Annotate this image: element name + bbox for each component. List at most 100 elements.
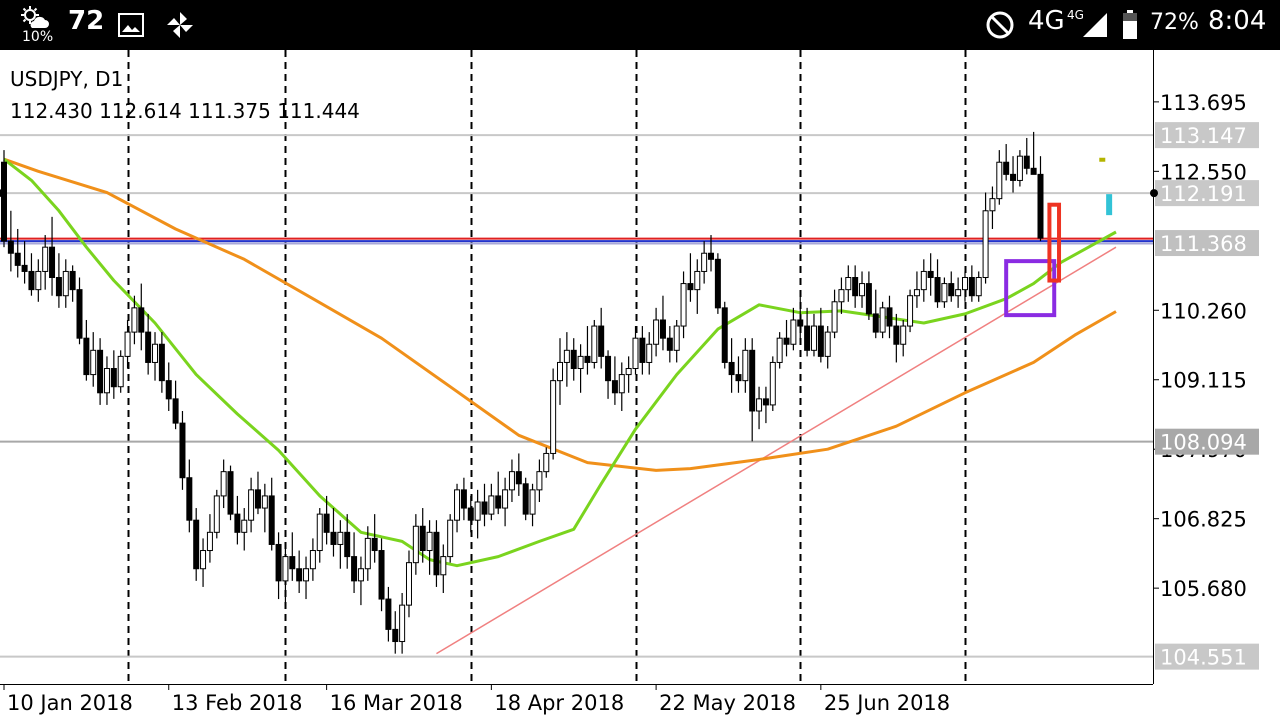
annotation-box[interactable] <box>1004 259 1057 318</box>
candle-body <box>941 283 948 303</box>
candle-body <box>241 519 248 533</box>
do-not-disturb-icon <box>986 11 1014 39</box>
trendline-segment[interactable] <box>436 246 1117 655</box>
candle-body <box>7 240 14 254</box>
network-type: 4G <box>1028 6 1065 36</box>
candle-body <box>611 380 618 394</box>
candle-body <box>1016 155 1023 181</box>
candle-body <box>1037 173 1044 239</box>
candle-body <box>69 270 76 291</box>
candle-body <box>515 471 522 485</box>
candle-body <box>948 283 955 297</box>
candle-body <box>158 343 165 382</box>
candle-body <box>323 513 330 533</box>
candle-body <box>351 556 358 582</box>
candle-body <box>248 489 255 521</box>
candle-body <box>756 398 763 412</box>
x-axis: 10 Jan 2018 13 Feb 2018 16 Mar 2018 18 Apr … <box>3 684 950 715</box>
candle-body <box>385 598 392 630</box>
candle-body <box>193 519 200 570</box>
candle-body <box>21 264 28 272</box>
candle-body <box>145 331 152 363</box>
candle-body <box>309 550 316 570</box>
candle-body <box>405 562 412 606</box>
candle-body <box>996 161 1003 200</box>
candle-body <box>831 301 838 333</box>
candle-body <box>646 343 653 363</box>
candle-body <box>460 489 467 509</box>
pinwheel-icon <box>167 12 193 38</box>
price-marker-dot <box>0 189 6 198</box>
clock: 8:04 <box>1208 6 1267 36</box>
candle-body <box>481 501 488 515</box>
candle-body <box>666 337 673 351</box>
candle-body <box>900 325 907 345</box>
candle-body <box>618 374 625 394</box>
candle-body <box>213 495 220 533</box>
price-marker-dot <box>1150 189 1158 198</box>
candle-body <box>742 349 749 382</box>
price-tag-bg <box>1155 428 1259 455</box>
candle-body <box>817 325 824 357</box>
candle-body <box>934 277 941 303</box>
candle-body <box>426 531 433 552</box>
candle-body <box>337 531 344 545</box>
candle-body <box>1003 161 1010 175</box>
candle-body <box>261 495 268 509</box>
candle-body <box>598 325 605 357</box>
moving-average-line <box>3 158 1117 568</box>
annotation-boxes[interactable] <box>1004 202 1062 318</box>
candle-body <box>200 550 207 570</box>
ohlc-label: 112.430 112.614 111.375 111.444 <box>10 99 360 123</box>
candle-body <box>131 307 138 333</box>
x-tick-label: 25 Jun 2018 <box>824 691 950 715</box>
candle-body <box>955 289 962 297</box>
candle-body <box>447 519 454 558</box>
y-tick-label: 106.825 <box>1160 508 1247 532</box>
candle-body <box>982 210 989 279</box>
weather-icon <box>21 6 49 28</box>
candle-body <box>502 489 509 509</box>
candle-body <box>49 246 56 279</box>
candle-body <box>103 368 110 394</box>
candle-body <box>62 270 69 297</box>
symbol-label: USDJPY, D1 <box>10 67 123 91</box>
candle-body <box>852 277 859 297</box>
candle-body <box>268 495 275 545</box>
annotation-box[interactable] <box>1047 202 1062 283</box>
candle-body <box>289 556 296 570</box>
candle-body <box>206 531 213 552</box>
price-chart[interactable]: 113.695112.550110.260109.115107.970106.8… <box>0 50 1280 720</box>
candle-body <box>907 295 914 327</box>
candle-body <box>845 277 852 291</box>
candle-body <box>508 471 515 491</box>
candle-body <box>179 422 186 479</box>
candle-body <box>838 289 845 303</box>
candle-body <box>419 525 426 552</box>
candle-body <box>440 556 447 576</box>
candle-body <box>357 568 364 582</box>
candle-body <box>625 368 632 376</box>
candle-body <box>721 307 728 363</box>
candle-body <box>138 307 145 333</box>
price-tag-label: 108.094 <box>1160 431 1247 455</box>
current-price-tag: 111.368 <box>1160 232 1247 256</box>
candle-body <box>769 361 776 406</box>
candle-body <box>392 628 399 643</box>
candle-body <box>186 477 193 521</box>
candle-body <box>680 283 687 327</box>
candle-body <box>296 568 303 582</box>
y-tick-label: 110.260 <box>1160 299 1247 323</box>
candle-body <box>714 258 721 309</box>
x-tick-label: 22 May 2018 <box>659 691 796 715</box>
candle-body <box>632 337 639 370</box>
candle-body <box>639 337 646 363</box>
x-tick-label: 18 Apr 2018 <box>494 691 624 715</box>
candle-body <box>810 325 817 351</box>
candle-body <box>605 355 612 382</box>
candle-body <box>1023 155 1030 169</box>
candle-body <box>227 471 234 515</box>
battery-percent: 72% <box>1150 10 1199 35</box>
trendline[interactable] <box>436 246 1117 655</box>
y-tick-label: 109.115 <box>1160 369 1247 393</box>
